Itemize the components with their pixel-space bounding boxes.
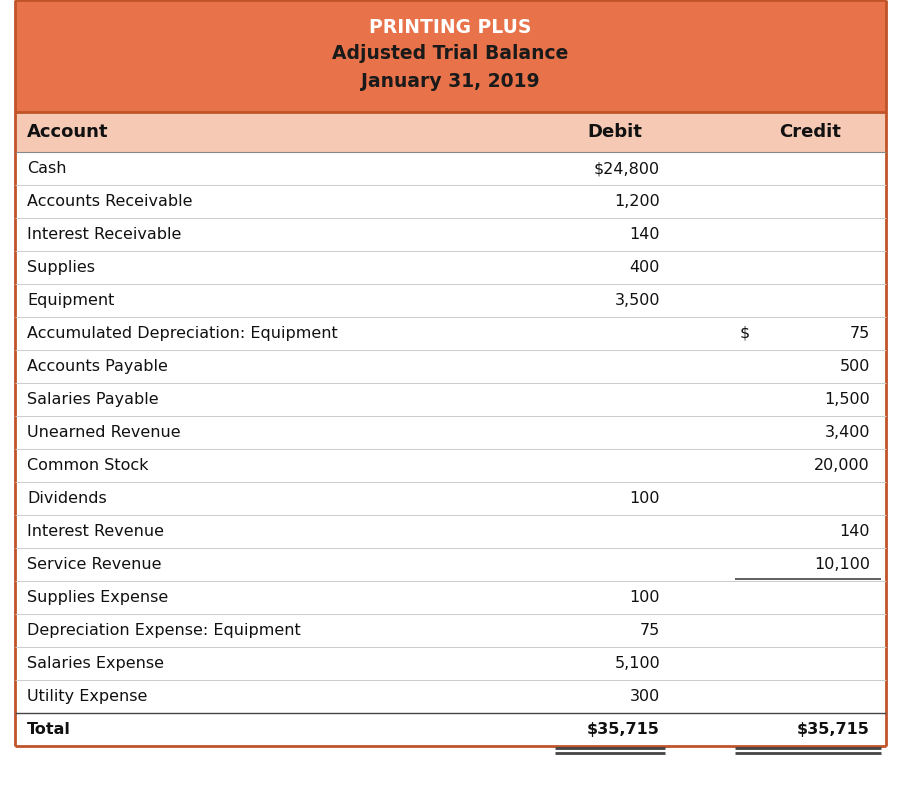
FancyBboxPatch shape xyxy=(15,152,886,746)
Text: 140: 140 xyxy=(840,524,870,539)
Text: Interest Revenue: Interest Revenue xyxy=(27,524,164,539)
Text: 3,400: 3,400 xyxy=(824,425,870,440)
Text: Salaries Expense: Salaries Expense xyxy=(27,656,164,671)
Text: Accumulated Depreciation: Equipment: Accumulated Depreciation: Equipment xyxy=(27,326,338,341)
Text: 20,000: 20,000 xyxy=(815,458,870,473)
Text: 300: 300 xyxy=(630,689,660,704)
Text: 75: 75 xyxy=(640,623,660,638)
Text: Accounts Receivable: Accounts Receivable xyxy=(27,194,193,209)
Text: Supplies: Supplies xyxy=(27,260,95,275)
Text: Debit: Debit xyxy=(587,123,642,141)
Text: Service Revenue: Service Revenue xyxy=(27,557,161,572)
FancyBboxPatch shape xyxy=(15,112,886,152)
Text: 75: 75 xyxy=(850,326,870,341)
Text: 100: 100 xyxy=(630,590,660,605)
Text: Utility Expense: Utility Expense xyxy=(27,689,148,704)
Text: Unearned Revenue: Unearned Revenue xyxy=(27,425,180,440)
Text: $35,715: $35,715 xyxy=(797,722,870,737)
Text: Accounts Payable: Accounts Payable xyxy=(27,359,168,374)
Text: Dividends: Dividends xyxy=(27,491,106,506)
Text: 10,100: 10,100 xyxy=(814,557,870,572)
Text: Total: Total xyxy=(27,722,71,737)
Text: Account: Account xyxy=(27,123,108,141)
Text: January 31, 2019: January 31, 2019 xyxy=(361,72,540,91)
Text: 500: 500 xyxy=(840,359,870,374)
Text: Common Stock: Common Stock xyxy=(27,458,149,473)
Text: $24,800: $24,800 xyxy=(594,161,660,176)
Text: $35,715: $35,715 xyxy=(587,722,660,737)
Text: Equipment: Equipment xyxy=(27,293,114,308)
Text: PRINTING PLUS: PRINTING PLUS xyxy=(369,18,532,37)
Text: 3,500: 3,500 xyxy=(614,293,660,308)
Text: Depreciation Expense: Equipment: Depreciation Expense: Equipment xyxy=(27,623,301,638)
Text: $: $ xyxy=(740,326,751,341)
Text: Adjusted Trial Balance: Adjusted Trial Balance xyxy=(332,44,569,63)
Text: Interest Receivable: Interest Receivable xyxy=(27,227,181,242)
Text: Cash: Cash xyxy=(27,161,67,176)
Text: 140: 140 xyxy=(630,227,660,242)
Text: 100: 100 xyxy=(630,491,660,506)
Text: Credit: Credit xyxy=(779,123,841,141)
Text: 1,500: 1,500 xyxy=(824,392,870,407)
FancyBboxPatch shape xyxy=(15,0,886,112)
Text: 400: 400 xyxy=(630,260,660,275)
Text: Salaries Payable: Salaries Payable xyxy=(27,392,159,407)
Text: 5,100: 5,100 xyxy=(614,656,660,671)
Text: Supplies Expense: Supplies Expense xyxy=(27,590,168,605)
Text: 1,200: 1,200 xyxy=(614,194,660,209)
